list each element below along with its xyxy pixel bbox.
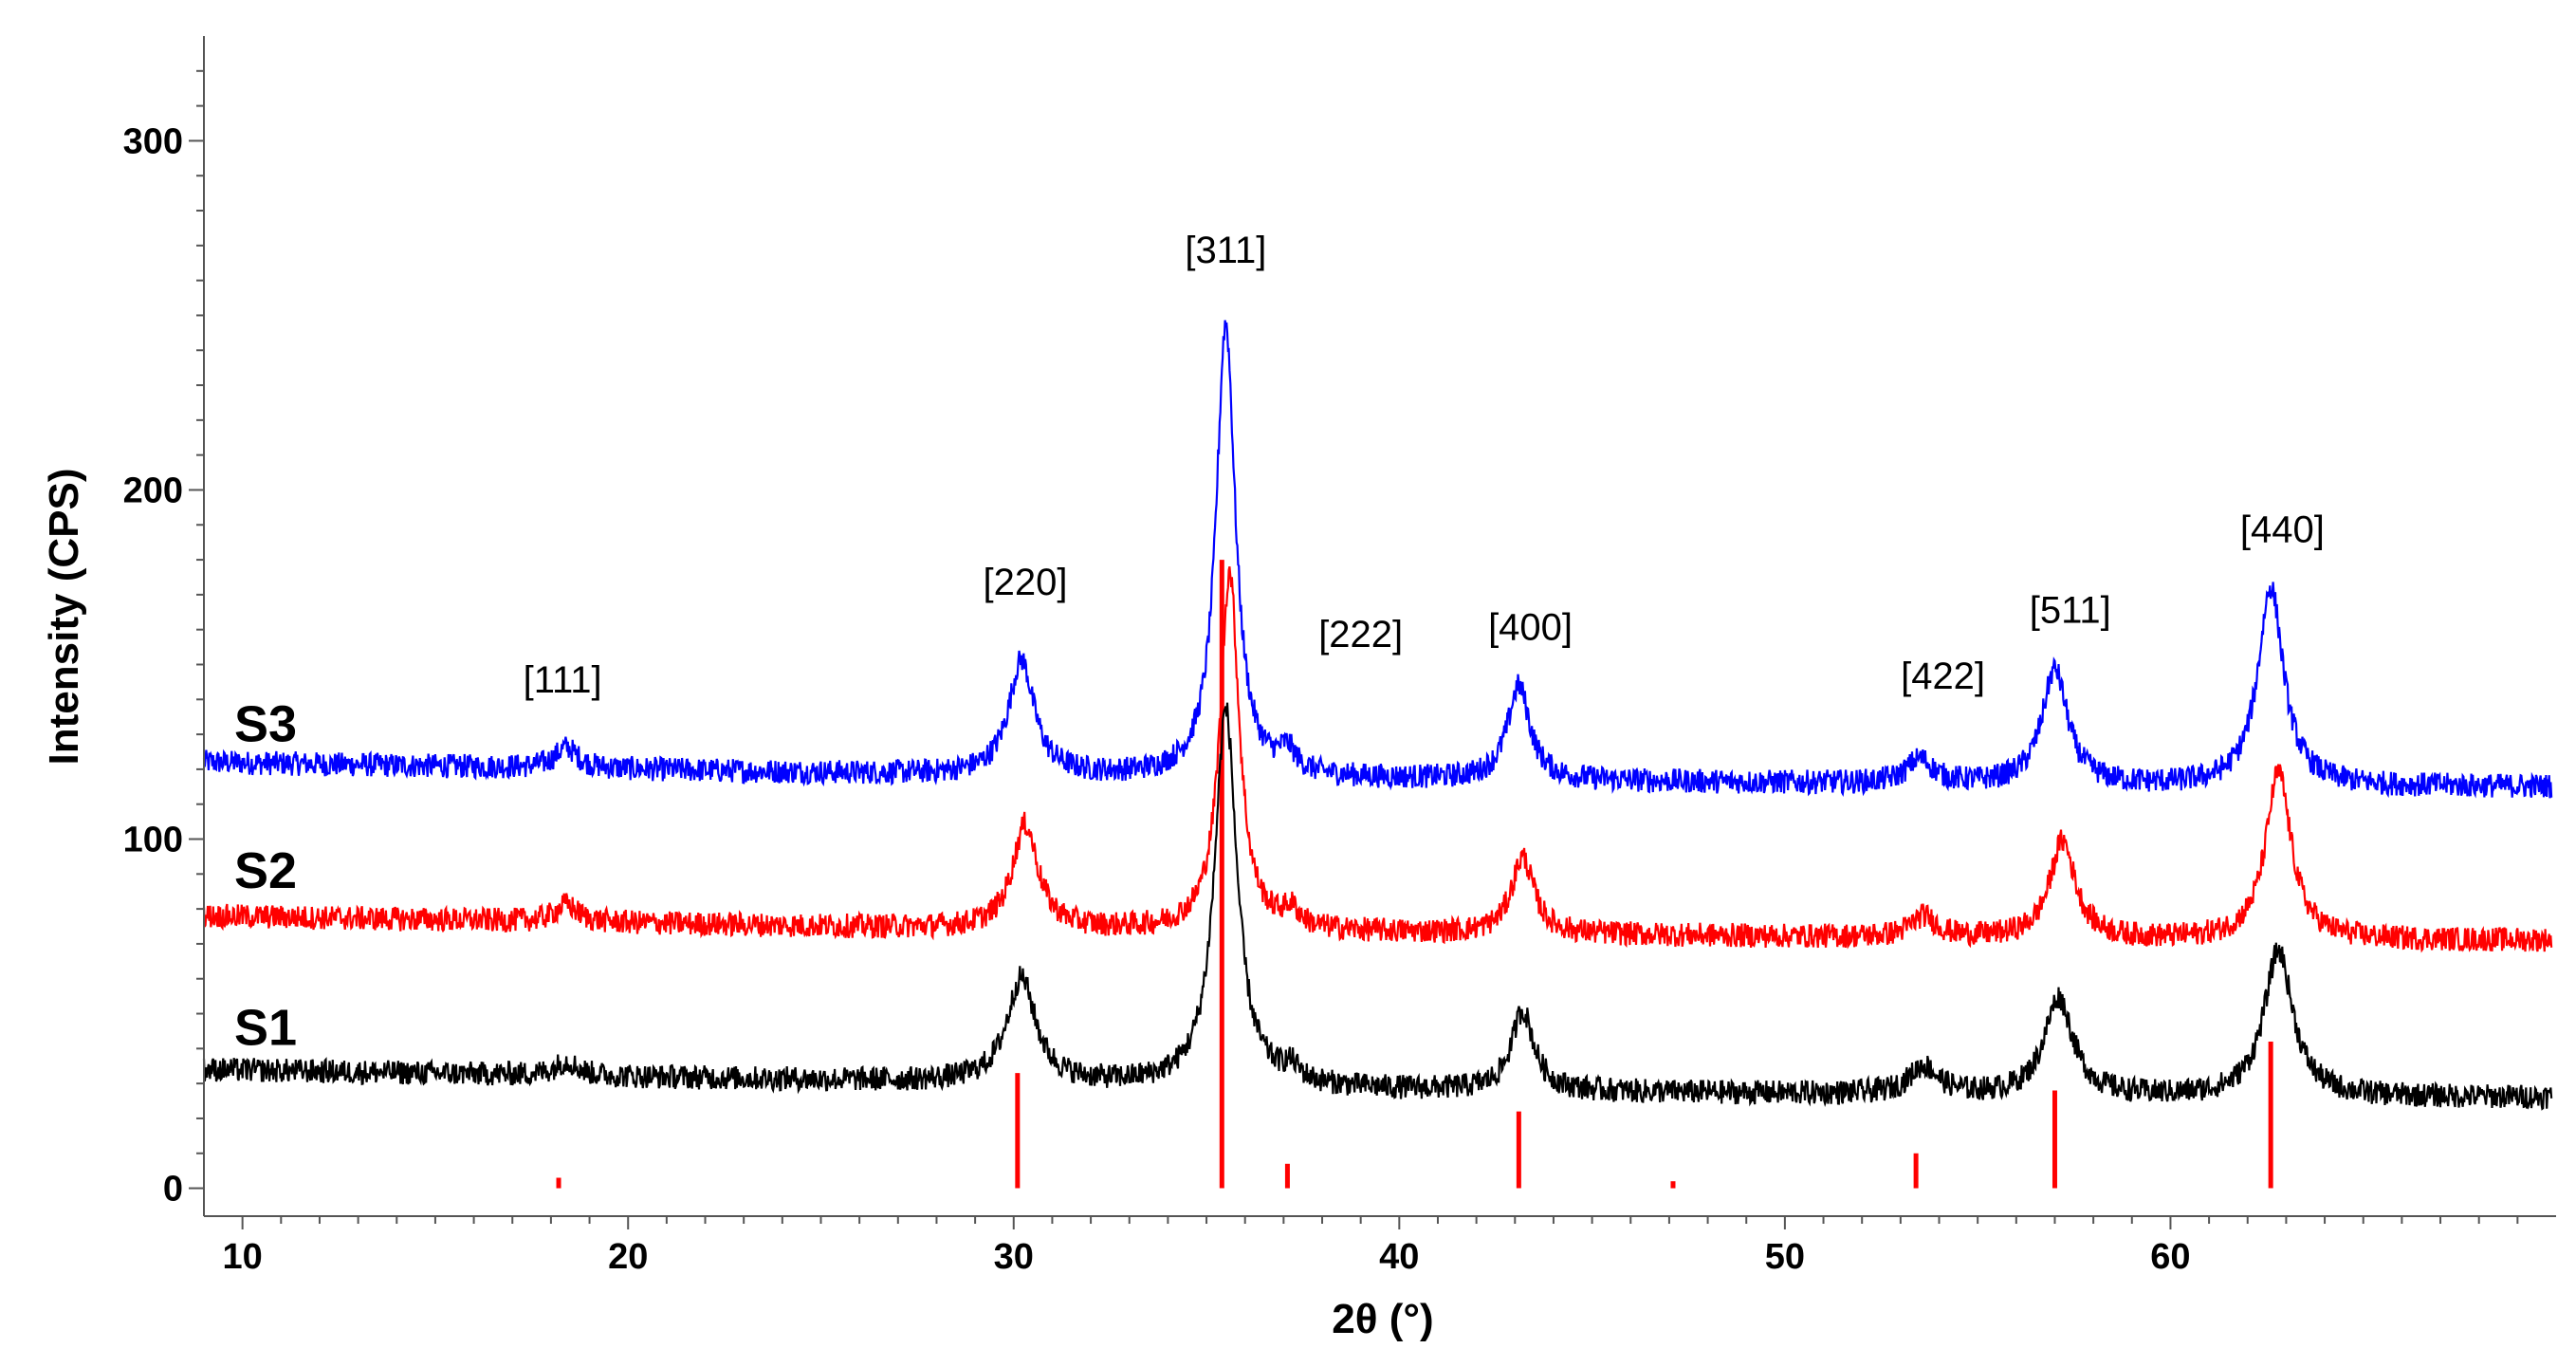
peak-label: [422] [1901,656,1985,697]
x-tick-label: 30 [994,1237,1034,1277]
x-axis-label: 2θ (°) [1332,1296,1433,1342]
peak-label: [220] [983,562,1067,603]
x-tick-label: 40 [1379,1237,1419,1277]
x-tick-label: 50 [1765,1237,1805,1277]
peak-label: [511] [2030,589,2111,631]
peak-label: [111] [524,659,602,701]
peak-label: [400] [1488,607,1573,649]
axes: 10 20 30 40 50 60 0 100 200 300 [123,36,2556,1277]
y-tick-label: 100 [123,821,183,860]
y-tick-label: 300 [123,121,183,161]
series-label: S1 [234,1000,297,1057]
y-axis-label: Intensity (CPS) [41,469,87,766]
y-tick-label: 200 [123,471,183,510]
series-line-S3 [202,320,2553,799]
peak-label: [222] [1318,614,1403,656]
series-line-S1 [202,702,2553,1111]
x-tick-label: 20 [608,1237,648,1277]
chart-text: [111] [220] [311] [222] [400] [422] [511] [440]… [234,230,2325,1056]
series-lines [202,320,2553,1111]
peak-label: [311] [1185,230,1266,271]
x-tick-label: 10 [223,1237,263,1277]
series-label: S2 [234,842,297,899]
y-tick-label: 0 [163,1170,183,1210]
series-line-S2 [202,565,2553,953]
series-label: S3 [234,695,297,752]
peak-label: [440] [2240,509,2325,551]
x-tick-label: 60 [2150,1237,2190,1277]
